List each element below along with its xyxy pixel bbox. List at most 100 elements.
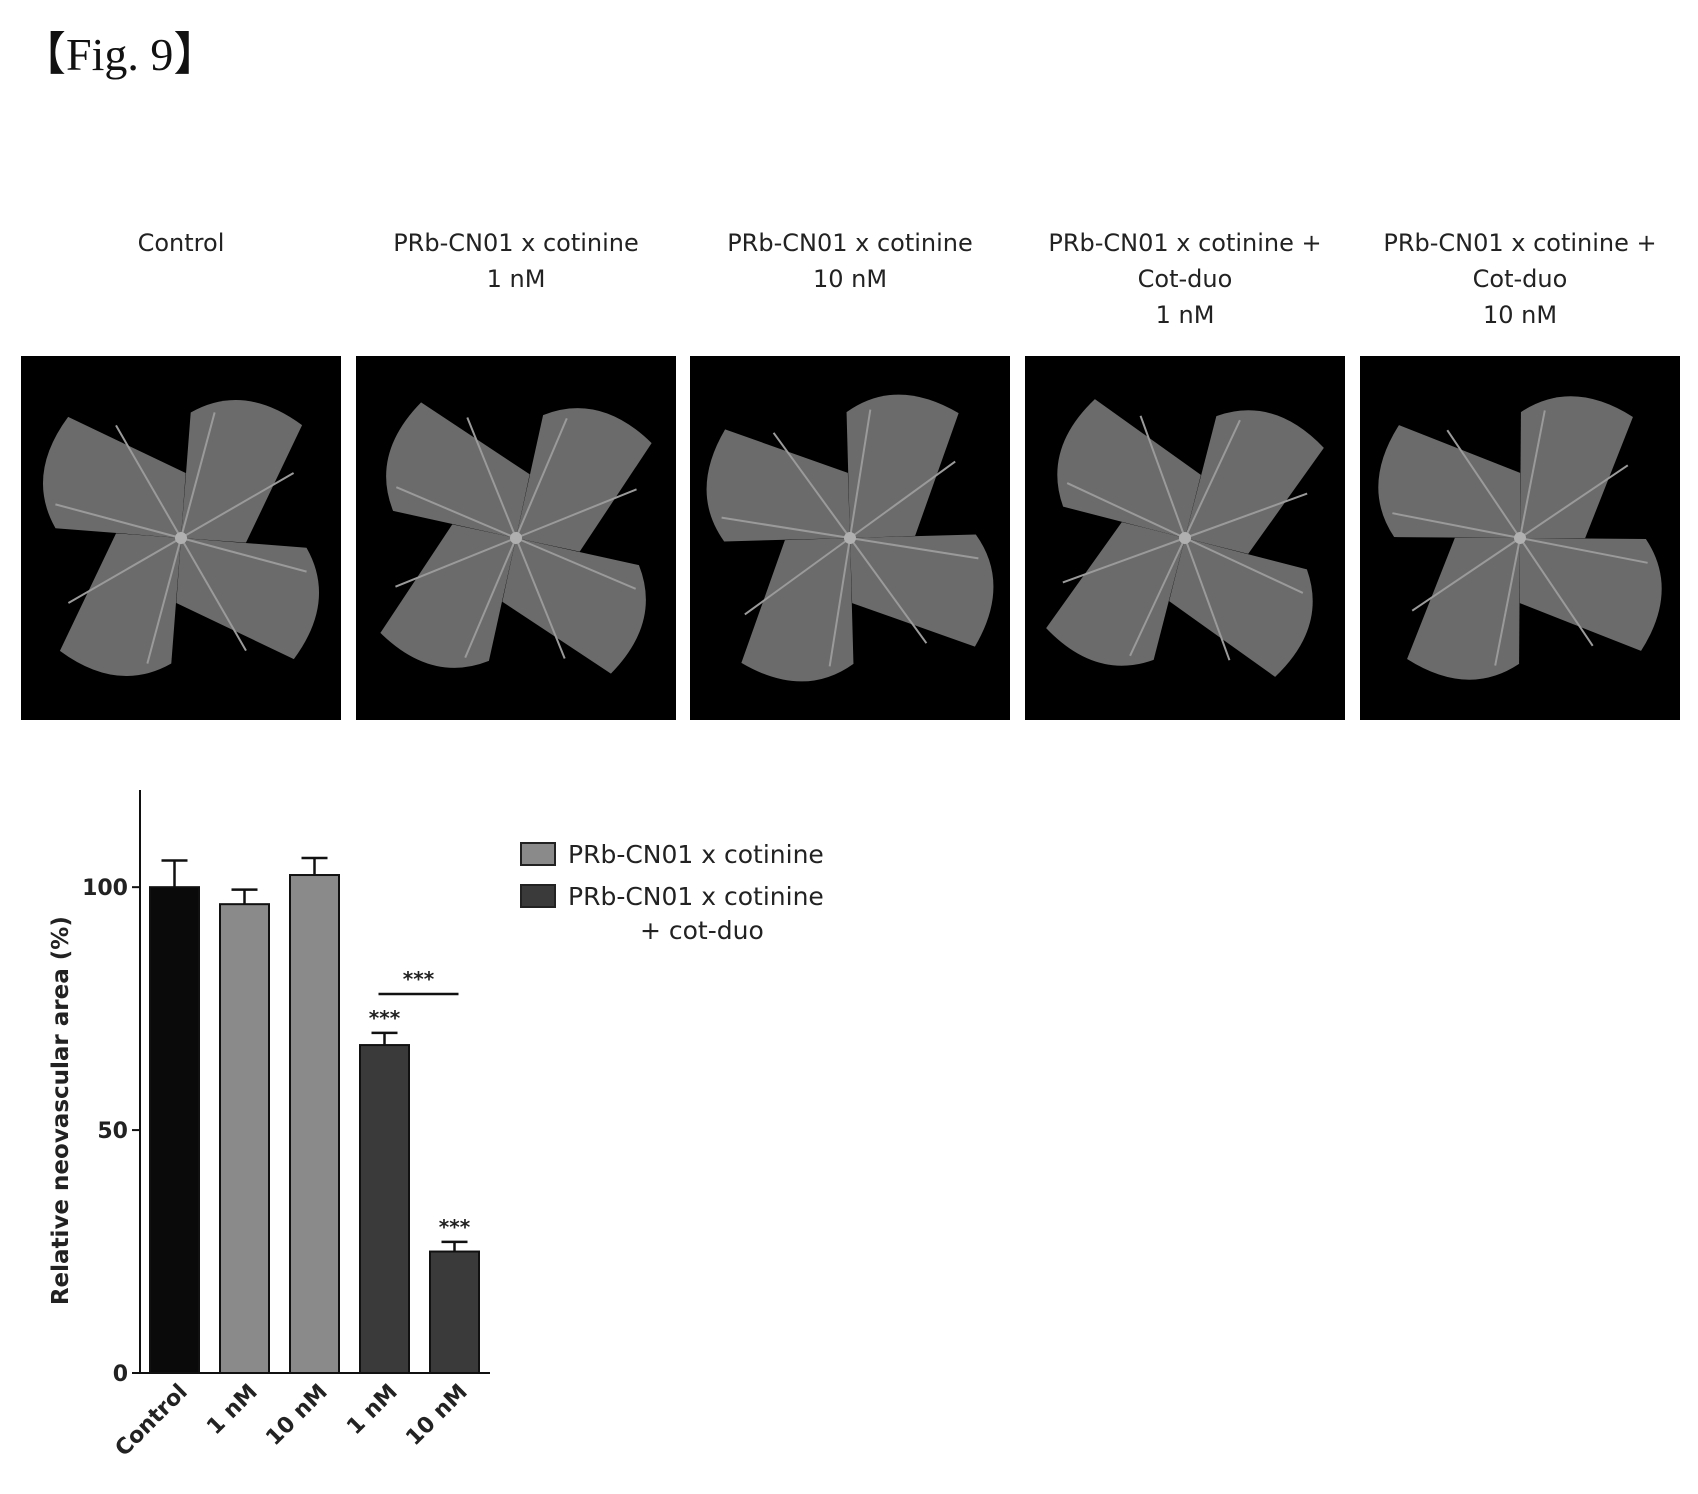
retina-vessel <box>67 537 182 604</box>
retina-vessel <box>1446 429 1521 539</box>
retina-vessel <box>849 537 928 644</box>
retina-petal <box>42 416 186 538</box>
retina-vessel <box>466 417 517 539</box>
retina-vessel <box>515 488 637 539</box>
bar <box>289 874 340 1374</box>
retina-vessel <box>1139 415 1186 539</box>
retina-petal <box>176 538 320 660</box>
y-tick-label: 50 <box>97 1119 128 1144</box>
panel-title-4: PRb-CN01 x cotinine + Cot-duo 1 nM <box>1025 225 1345 333</box>
retina-petal <box>1378 425 1521 538</box>
retina-vessel <box>1129 537 1186 657</box>
retina-vessel <box>772 432 851 539</box>
legend-swatch <box>520 884 556 908</box>
y-tick-label: 0 <box>113 1362 128 1387</box>
optic-disc <box>1514 532 1526 544</box>
y-tick-label: 100 <box>82 876 128 901</box>
retina-vessel <box>828 537 851 667</box>
figure-label: 【Fig. 9】 <box>20 29 220 80</box>
x-tick-label: 1 nM <box>342 1380 402 1440</box>
x-tick-label: 1 nM <box>202 1380 262 1440</box>
retina-flatmount-graphic <box>42 399 320 677</box>
retina-petal <box>502 538 646 674</box>
retina-petal <box>1185 410 1324 554</box>
retina-vessel <box>1411 537 1521 612</box>
retina-vessel <box>721 516 851 539</box>
legend-label-line: + cot-duo <box>640 916 764 945</box>
retina-petal <box>516 408 652 552</box>
retina-vessel <box>180 537 247 652</box>
legend-label: PRb-CN01 x cotinine + cot-duo <box>568 880 824 948</box>
retina-petal <box>1057 399 1201 538</box>
retina-vessel <box>1184 492 1308 539</box>
retina-vessel <box>1519 537 1594 647</box>
panel-title-line: 10 nM <box>812 265 888 293</box>
retina-image-5 <box>1360 356 1680 720</box>
retina-flatmount-graphic <box>706 394 994 682</box>
retina-vessel <box>1392 512 1521 539</box>
retina-vessel <box>115 424 182 539</box>
retina-vessel <box>1184 419 1241 539</box>
x-tick-label: 10 nM <box>261 1380 332 1451</box>
retina-vessel <box>1519 464 1629 539</box>
retina-flatmount-graphic <box>1378 396 1662 680</box>
legend-label-line: PRb-CN01 x cotinine <box>568 840 824 869</box>
bar-chart: 0 50 100 Relative neovascular area (%) Contr… <box>48 790 490 1462</box>
retina-image-3 <box>690 356 1010 720</box>
panel-title-2: PRb-CN01 x cotinine 1 nM <box>356 225 676 297</box>
retina-petal <box>59 533 181 677</box>
retina-vessel <box>180 412 216 539</box>
retina-vessel <box>180 537 307 573</box>
retina-image-1 <box>21 356 341 720</box>
significance-label: *** <box>439 1215 471 1239</box>
retina-vessel <box>395 537 517 588</box>
legend-label: PRb-CN01 x cotinine <box>568 838 824 872</box>
retina-petal <box>1519 538 1662 651</box>
retina-vessel <box>146 537 182 664</box>
retina-vessel <box>1519 537 1648 564</box>
chart-legend: PRb-CN01 x cotinine PRb-CN01 x cotinine + … <box>520 838 824 956</box>
panel-title-1: Control <box>21 225 341 261</box>
panel-title-line: PRb-CN01 x cotinine + <box>1383 229 1657 257</box>
optic-disc <box>175 532 187 544</box>
retina-vessel <box>515 537 566 659</box>
x-tick-label: 10 nM <box>401 1380 472 1451</box>
retina-vessel <box>849 537 979 560</box>
retina-vessel <box>395 486 517 539</box>
retina-petal <box>380 524 516 668</box>
bar <box>149 886 200 1375</box>
retina-vessel <box>515 537 637 590</box>
panel-title-5: PRb-CN01 x cotinine + Cot-duo 10 nM <box>1360 225 1680 333</box>
retina-petal <box>706 429 850 542</box>
retina-image-4 <box>1025 356 1345 720</box>
retina-vessel <box>180 472 295 539</box>
retina-petal <box>181 399 303 543</box>
retina-vessel <box>849 460 956 539</box>
retina-vessel <box>1184 537 1304 594</box>
optic-disc <box>510 532 522 544</box>
x-tick-label: Control <box>111 1380 193 1462</box>
retina-petal <box>386 402 530 538</box>
y-axis-label: Relative neovascular area (%) <box>48 916 74 1305</box>
panel-title-line: Control <box>137 229 225 257</box>
retina-flatmount-graphic <box>380 402 652 674</box>
legend-item: PRb-CN01 x cotinine <box>520 838 824 872</box>
retina-petal <box>1407 537 1520 680</box>
retina-petal <box>1046 522 1185 666</box>
retina-vessel <box>1184 537 1231 661</box>
panel-title-line: 1 nM <box>1155 301 1215 329</box>
panel-title-line: 10 nM <box>1482 301 1558 329</box>
legend-label-line: PRb-CN01 x cotinine <box>568 882 824 911</box>
retina-vessel <box>464 537 517 659</box>
panel-title-line: PRb-CN01 x cotinine <box>727 229 973 257</box>
retina-vessel <box>1062 537 1186 584</box>
significance-label: *** <box>369 1006 401 1030</box>
retina-flatmount-graphic <box>1046 399 1324 677</box>
retina-vessel <box>1519 410 1546 539</box>
retina-vessel <box>1494 537 1521 666</box>
retina-image-2 <box>356 356 676 720</box>
bar <box>219 903 270 1374</box>
retina-vessel <box>515 417 568 539</box>
retina-vessel <box>849 409 872 539</box>
panel-title-line: Cot-duo <box>1137 265 1233 293</box>
